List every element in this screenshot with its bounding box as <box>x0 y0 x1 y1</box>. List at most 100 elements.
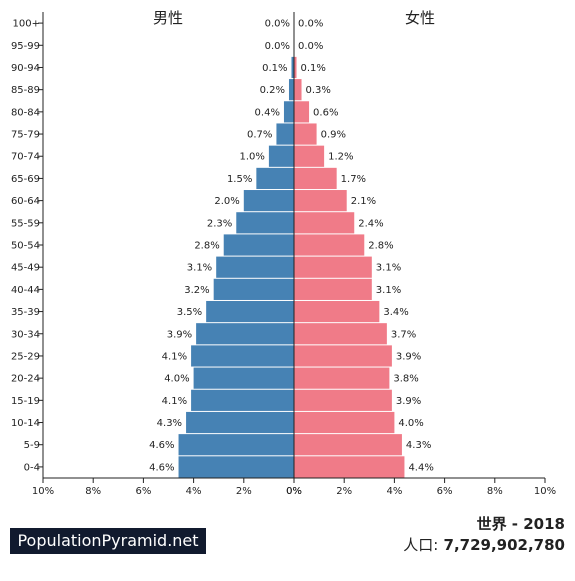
male-bar <box>256 167 294 190</box>
age-group-label: 5-9 <box>24 440 40 451</box>
male-value-label: 0.4% <box>255 107 280 118</box>
x-tick-label-right: 2% <box>336 486 352 497</box>
female-value-label: 0.3% <box>306 85 331 96</box>
x-tick-label-left: 8% <box>85 486 101 497</box>
age-group-label: 35-39 <box>11 307 40 318</box>
brand-logo-text[interactable]: PopulationPyramid.net <box>10 528 206 554</box>
female-bar <box>294 300 380 323</box>
male-value-label: 2.3% <box>207 218 232 229</box>
female-value-label: 2.4% <box>358 218 383 229</box>
female-value-label: 3.9% <box>396 351 421 362</box>
female-value-label: 2.1% <box>351 196 376 207</box>
male-value-label: 2.8% <box>194 241 219 252</box>
female-bar <box>294 434 402 456</box>
female-value-label: 1.2% <box>328 152 353 163</box>
population-total: 人口: 7,729,902,780 <box>403 534 565 556</box>
plot-area: 100+ 0.0% 0.0% 95-99 0.0% 0.0% 90-94 0.1% 0.1% 85… <box>11 12 556 497</box>
female-bar <box>294 323 387 345</box>
male-bar <box>213 278 294 300</box>
male-value-label: 0.7% <box>247 130 272 141</box>
male-value-label: 3.2% <box>184 285 209 296</box>
male-bar <box>191 389 294 411</box>
female-value-label: 4.0% <box>398 418 423 429</box>
age-group-label: 30-34 <box>11 329 40 340</box>
male-bar <box>268 145 294 167</box>
female-bar <box>294 79 302 101</box>
age-group-label: 10-14 <box>11 418 40 429</box>
population-label: 人口: <box>403 536 439 554</box>
x-tick-label-left: 4% <box>186 486 202 497</box>
age-group-label: 70-74 <box>11 152 40 163</box>
female-value-label: 3.7% <box>391 329 416 340</box>
male-value-label: 1.0% <box>239 152 264 163</box>
female-value-label: 1.7% <box>341 174 366 185</box>
region-year-title: 世界 - 2018 <box>476 515 565 533</box>
male-value-label: 1.5% <box>227 174 252 185</box>
male-bar <box>288 79 294 101</box>
x-tick-label-right: 6% <box>437 486 453 497</box>
female-bar <box>294 411 395 434</box>
age-group-label: 90-94 <box>11 63 40 74</box>
female-value-label: 3.8% <box>393 374 418 385</box>
female-bar <box>294 389 392 411</box>
age-group-label: 15-19 <box>11 396 40 407</box>
age-group-label: 65-69 <box>11 174 40 185</box>
female-bar <box>294 278 372 300</box>
female-value-label: 2.8% <box>368 241 393 252</box>
male-value-label: 0.2% <box>260 85 285 96</box>
female-value-label: 0.6% <box>313 107 338 118</box>
age-group-label: 95-99 <box>11 41 40 52</box>
x-tick-label-left: 10% <box>32 486 54 497</box>
male-bar <box>196 323 294 345</box>
female-value-label: 4.3% <box>406 440 431 451</box>
female-value-label: 0.1% <box>301 63 326 74</box>
female-value-label: 3.1% <box>376 263 401 274</box>
female-value-label: 3.1% <box>376 285 401 296</box>
female-bar <box>294 367 390 389</box>
male-bar <box>191 345 294 367</box>
age-group-label: 40-44 <box>11 285 40 296</box>
female-bar <box>294 123 317 145</box>
x-tick-label-left: 6% <box>135 486 151 497</box>
male-bar <box>291 56 294 79</box>
x-tick-label-right: 10% <box>534 486 556 497</box>
male-value-label: 3.9% <box>167 329 192 340</box>
male-value-label: 0.0% <box>265 41 290 52</box>
age-group-label: 80-84 <box>11 107 40 118</box>
male-value-label: 3.5% <box>177 307 202 318</box>
female-bar <box>294 145 325 167</box>
age-group-label: 0-4 <box>24 462 40 473</box>
male-bar <box>216 256 294 278</box>
female-bar <box>294 345 392 367</box>
age-group-label: 75-79 <box>11 130 40 141</box>
female-value-label: 3.9% <box>396 396 421 407</box>
female-heading: 女性 <box>405 9 435 27</box>
male-value-label: 0.0% <box>265 19 290 30</box>
male-bar <box>193 367 294 389</box>
male-value-label: 4.3% <box>157 418 182 429</box>
chart-title-block: 世界 - 2018 人口: 7,729,902,780 <box>403 514 565 556</box>
age-group-label: 50-54 <box>11 241 40 252</box>
male-value-label: 4.6% <box>149 440 174 451</box>
female-bar <box>294 456 405 478</box>
male-bar <box>178 456 294 478</box>
female-value-label: 3.4% <box>383 307 408 318</box>
male-bar <box>178 434 294 456</box>
age-group-label: 85-89 <box>11 85 40 96</box>
male-bar <box>236 212 294 234</box>
female-bar <box>294 167 337 190</box>
age-group-label: 100+ <box>13 19 40 30</box>
female-bar <box>294 234 365 256</box>
male-bar <box>283 101 294 123</box>
female-value-label: 0.0% <box>298 41 323 52</box>
age-group-label: 45-49 <box>11 263 40 274</box>
age-group-label: 60-64 <box>11 196 40 207</box>
male-bar <box>186 411 294 434</box>
male-value-label: 4.1% <box>162 396 187 407</box>
x-tick-label-right: 8% <box>487 486 503 497</box>
age-group-label: 20-24 <box>11 374 40 385</box>
x-tick-label-right: 0% <box>286 486 302 497</box>
female-value-label: 0.0% <box>298 19 323 30</box>
female-bar <box>294 101 310 123</box>
age-group-label: 25-29 <box>11 351 40 362</box>
